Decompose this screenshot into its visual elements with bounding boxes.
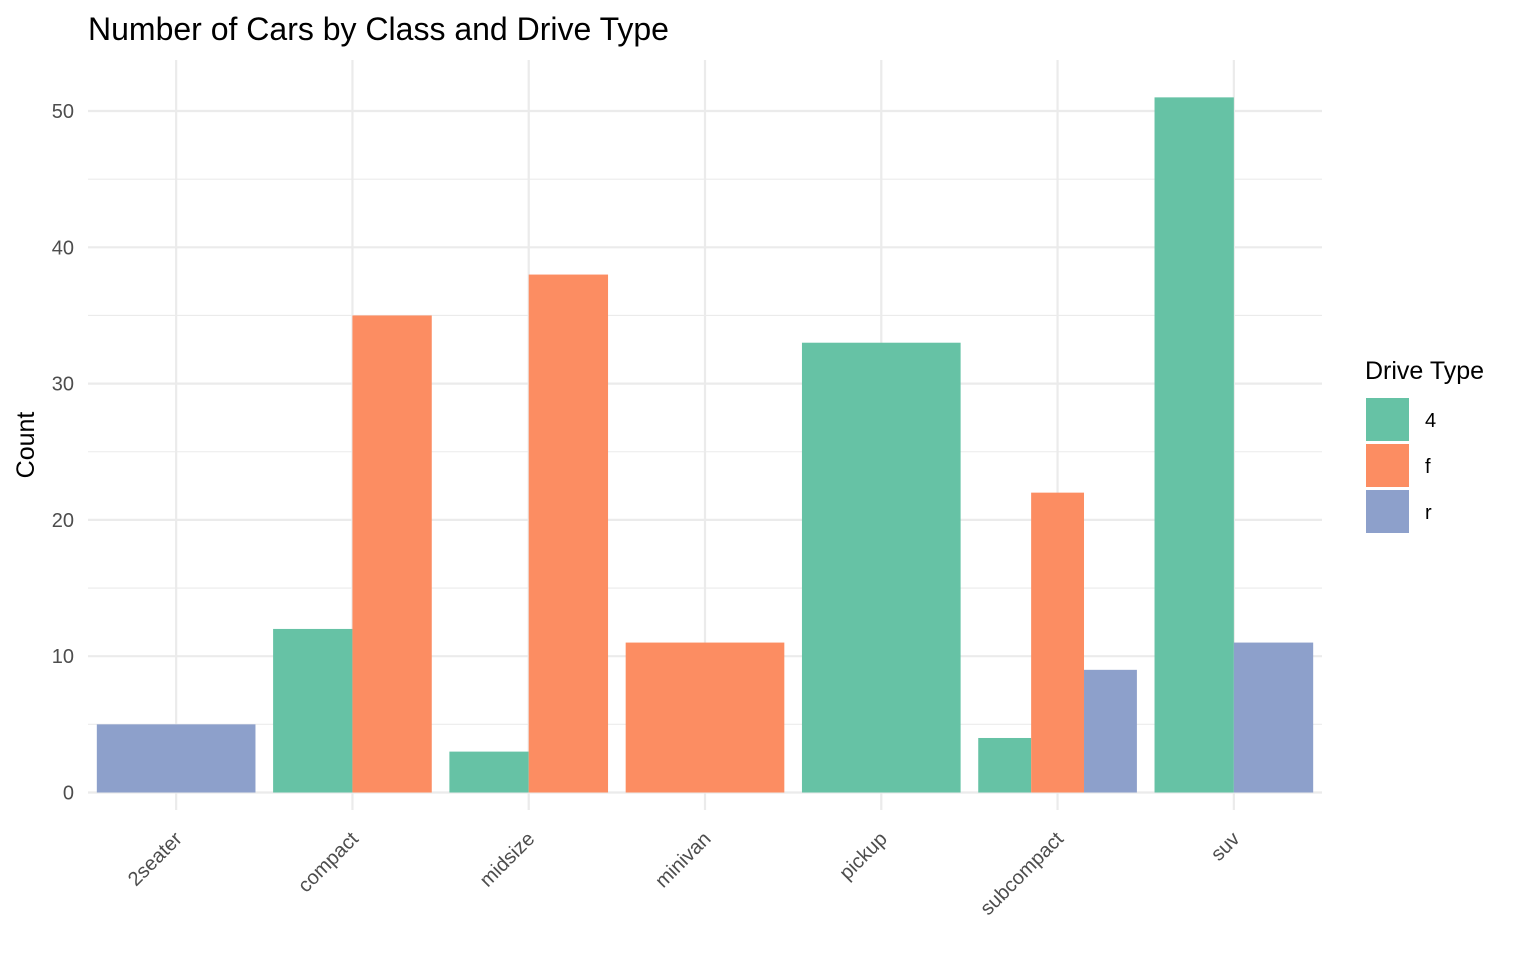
x-tick-label: pickup: [835, 828, 891, 884]
bar-subcompact-f: [1031, 492, 1085, 793]
bar-suv-4: [1154, 97, 1234, 793]
bar-subcompact-r: [1084, 669, 1137, 793]
y-axis-ticks: 0 10 20 30 40 50: [52, 101, 74, 805]
x-tick-label: suv: [1207, 828, 1245, 866]
bar-compact-f: [352, 315, 432, 793]
bar-minivan-f: [625, 642, 785, 793]
y-tick-label: 30: [52, 374, 74, 396]
legend-key-f: [1366, 444, 1409, 487]
bar-2seater-r: [96, 724, 256, 793]
x-tick-label: midsize: [476, 828, 539, 891]
x-tick-label: 2seater: [124, 828, 187, 891]
bar-compact-4: [273, 628, 353, 793]
bar-midsize-4: [449, 751, 529, 793]
x-tick-label: subcompact: [976, 828, 1068, 920]
y-tick-label: 20: [52, 510, 74, 532]
legend-title: Drive Type: [1365, 357, 1484, 385]
y-tick-label: 50: [52, 101, 74, 123]
legend-label-f: f: [1425, 456, 1431, 478]
bar-midsize-f: [528, 274, 609, 793]
bar-subcompact-4: [978, 737, 1032, 793]
y-tick-label: 10: [52, 646, 74, 668]
x-tick-label: compact: [294, 828, 363, 897]
chart-title: Number of Cars by Class and Drive Type: [88, 11, 669, 47]
legend-key-4: [1366, 398, 1409, 441]
legend-label-r: r: [1425, 502, 1432, 524]
bar-pickup-4: [801, 342, 961, 793]
bar-suv-r: [1233, 642, 1314, 793]
y-tick-label: 0: [63, 783, 74, 805]
y-axis-title: Count: [12, 412, 40, 479]
legend: Drive Type 4 f r: [1365, 357, 1484, 533]
legend-label-4: 4: [1425, 410, 1436, 432]
bars: [96, 97, 1314, 793]
x-tick-label: minivan: [651, 828, 715, 892]
x-axis-ticks: 2seater compact midsize minivan pickup subcom…: [124, 828, 1244, 920]
legend-key-r: [1366, 490, 1409, 533]
y-tick-label: 40: [52, 237, 74, 259]
legend-items: 4 f r: [1366, 398, 1436, 533]
